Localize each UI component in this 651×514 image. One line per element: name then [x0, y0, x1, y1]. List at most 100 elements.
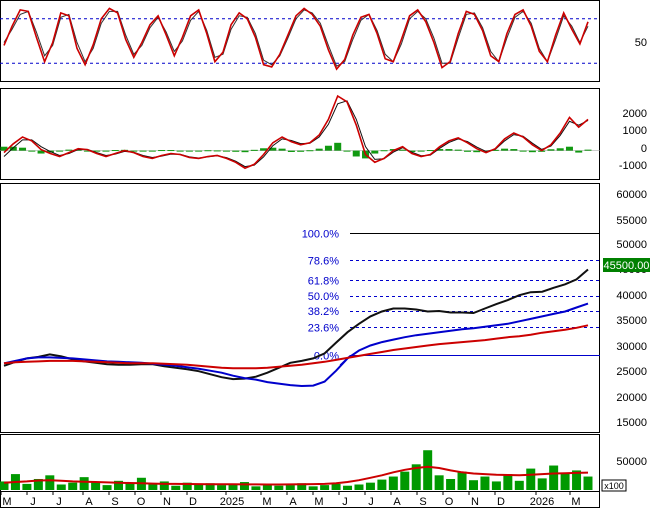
volume-bar — [56, 484, 66, 490]
macd-histogram-bar — [93, 150, 101, 152]
volume-bar — [171, 485, 181, 490]
time-tick-label: J — [30, 496, 36, 508]
volume-bar — [400, 471, 410, 490]
time-axis-labels: M J J A S O N D 2025 M A M J J A S O N D 2026 M — [0, 492, 581, 508]
time-axis-panel — [0, 491, 600, 508]
macd-histogram-bar — [528, 150, 536, 153]
price-series-0 — [3, 268, 589, 381]
volume-bar — [446, 478, 456, 490]
time-tick-label: 2026 — [530, 496, 554, 508]
oscillator-series-1 — [3, 9, 589, 67]
time-tick-label: D — [189, 496, 197, 508]
volume-bar — [503, 474, 513, 490]
volume-bar — [354, 484, 364, 490]
volume-bar — [411, 464, 421, 490]
price-tag-text: 45500.00 — [604, 260, 650, 272]
time-tick-label: A — [85, 496, 93, 508]
price-tag-box — [603, 258, 650, 272]
macd-histogram-bar — [408, 150, 416, 152]
volume-bar — [239, 482, 249, 490]
macd-histogram-bar — [56, 150, 64, 152]
volume-bar — [526, 468, 536, 490]
volume-bar — [343, 485, 353, 490]
price-tick-15000: 15000 — [616, 417, 647, 429]
volume-bar — [159, 481, 169, 490]
volume-bar — [114, 480, 124, 490]
volume-bar — [285, 485, 295, 490]
time-tick-label: M — [571, 496, 580, 508]
macd-histogram-bar — [436, 149, 444, 151]
macd-histogram-bar — [158, 150, 166, 152]
volume-bar — [79, 477, 89, 490]
macd-histogram-bar — [287, 150, 295, 152]
macd-histogram-bar — [232, 150, 240, 152]
volume-bar — [388, 476, 398, 490]
macd-histogram-bar — [417, 150, 425, 152]
macd-histogram-bar — [380, 150, 388, 152]
fib-label-100: 100.0% — [302, 229, 340, 241]
price-series-2 — [3, 324, 589, 370]
volume-bar — [125, 483, 135, 490]
volume-bar — [297, 483, 307, 490]
macd-histogram-bar — [584, 149, 592, 151]
oscillator-series-0 — [3, 7, 589, 71]
macd-histogram-bar — [463, 150, 471, 152]
volume-bar — [308, 486, 318, 490]
fib-label-382: 38.2% — [308, 306, 339, 318]
volume-bar — [0, 481, 9, 490]
macd-histogram-bar — [139, 150, 147, 152]
macd-histogram-bar — [269, 147, 277, 151]
volume-bar — [68, 482, 78, 490]
chart-marks — [0, 7, 600, 490]
price-tick-35000: 35000 — [616, 315, 647, 327]
macd-histogram-bar — [334, 142, 342, 151]
price-tick-50000: 50000 — [616, 239, 647, 251]
time-tick-label: J — [342, 496, 348, 508]
macd-histogram-bar — [352, 150, 360, 157]
volume-bar — [331, 483, 341, 490]
volume-tick-50000: 50000 — [616, 456, 647, 468]
fib-label-618: 61.8% — [308, 276, 339, 288]
macd-histogram-bar — [83, 150, 91, 152]
macd-histogram-bar — [306, 150, 314, 152]
volume-bar — [491, 481, 501, 490]
macd-histogram-bar — [185, 150, 193, 152]
time-tick-label: M — [314, 496, 323, 508]
time-tick-label: S — [419, 496, 426, 508]
macd-histogram-bar — [102, 150, 110, 152]
volume-bar — [468, 480, 478, 490]
volume-bar — [572, 470, 582, 490]
volume-bar — [480, 476, 490, 490]
macd-histogram-bar — [426, 150, 434, 152]
macd-axis-labels: 2000 1000 0 -1000 — [619, 108, 647, 172]
macd-histogram-bar — [501, 148, 509, 151]
macd-histogram-bar — [565, 146, 573, 151]
price-axis-labels: 60000 55000 50000 45000 40000 35000 3000… — [616, 189, 647, 429]
macd-histogram-bar — [222, 150, 230, 152]
volume-bar — [33, 478, 43, 490]
volume-bar — [262, 484, 272, 490]
time-tick-label: O — [445, 496, 454, 508]
macd-histogram-bar — [399, 149, 407, 151]
macd-line — [3, 94, 589, 170]
macd-histogram-bar — [371, 150, 379, 154]
macd-histogram-bar — [19, 147, 27, 151]
price-tick-55000: 55000 — [616, 215, 647, 227]
macd-histogram-bar — [37, 150, 45, 154]
price-tick-25000: 25000 — [616, 366, 647, 378]
price-panel — [0, 183, 600, 433]
macd-histogram-bar — [519, 150, 527, 152]
volume-bar — [148, 484, 158, 490]
volume-bar — [583, 476, 593, 490]
volume-bar — [423, 450, 433, 490]
volume-bar — [228, 483, 238, 490]
fib-label-500: 50.0% — [308, 291, 339, 303]
price-tick-20000: 20000 — [616, 392, 647, 404]
volume-bar — [22, 483, 32, 490]
volume-bar — [102, 485, 112, 490]
volume-bar — [537, 478, 547, 490]
time-tick-label: M — [2, 496, 11, 508]
volume-bar — [377, 479, 387, 490]
volume-unit-box — [601, 479, 627, 492]
